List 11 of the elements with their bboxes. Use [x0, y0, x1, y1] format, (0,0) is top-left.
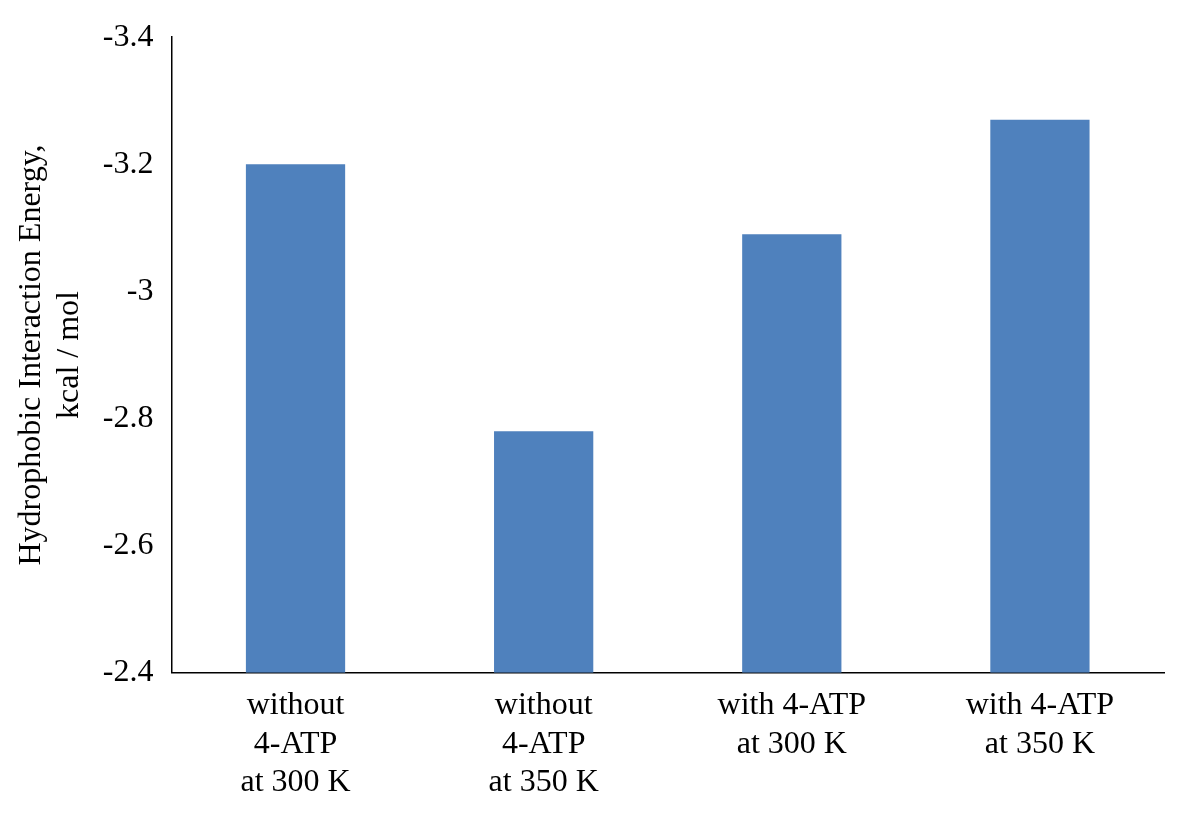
y-tick-label: -3 — [126, 270, 154, 307]
y-tick-label: -2.8 — [102, 397, 154, 434]
y-tick-label: -2.6 — [102, 525, 154, 562]
x-tick-label: without 4-ATP at 350 K — [488, 685, 599, 799]
x-tick-label: with 4-ATP at 350 K — [965, 685, 1115, 760]
x-tick-label: with 4-ATP at 300 K — [717, 685, 867, 760]
x-tick-label: without 4-ATP at 300 K — [240, 685, 351, 799]
y-axis-title: Hydrophobic Interaction Energy, kcal / mol — [10, 144, 86, 566]
y-tick-label: -3.2 — [102, 143, 154, 180]
y-tick-label: -3.4 — [102, 16, 154, 53]
y-tick-label: -2.4 — [102, 652, 154, 689]
